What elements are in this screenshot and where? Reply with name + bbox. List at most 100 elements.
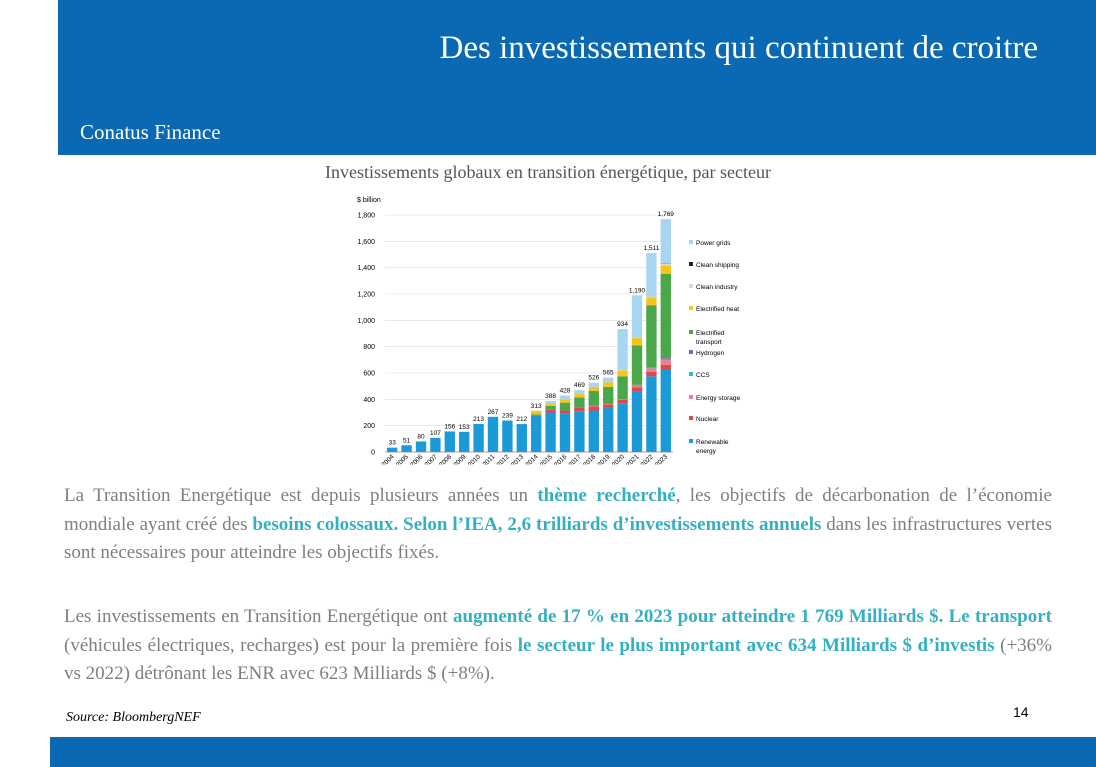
page-number: 14	[1013, 704, 1029, 720]
y-axis-unit-label: $ billion	[357, 197, 381, 204]
paragraph-text: , les objectifs de décarbonation de l’éc…	[64, 485, 1052, 535]
bar-segment-renewable-energy	[588, 410, 599, 452]
x-tick-label: 2004	[380, 453, 395, 465]
bar-segment-electrified-heat	[531, 410, 542, 415]
bar-segment-nuclear	[660, 364, 671, 370]
x-tick-label: 2014	[524, 453, 539, 465]
bar-segment-power-grids	[574, 390, 585, 395]
x-tick-label: 2020	[611, 453, 626, 465]
bar-segment-electrified-heat	[631, 338, 643, 346]
bar-total-label: 107	[430, 430, 441, 437]
bar-total-label: 428	[560, 388, 571, 395]
bar-segment-nuclear	[574, 407, 585, 412]
bar-total-label: 469	[574, 382, 585, 389]
bar-segment-power-grids	[631, 295, 643, 338]
slide-subtitle: Conatus Finance	[80, 120, 221, 144]
bar-segment-renewable-energy	[531, 415, 542, 452]
bar-total-label: 267	[488, 409, 499, 416]
bar-segment-renewable-energy	[603, 407, 614, 452]
bar-segment-power-grids	[603, 377, 614, 383]
highlighted-text: thème recherché	[537, 485, 676, 506]
bar-segment-nuclear	[559, 410, 571, 414]
y-tick-label: 600	[363, 371, 375, 378]
y-tick-label: 1,800	[357, 213, 375, 220]
highlighted-text: augmenté de 17 % en 2023 pour atteindre …	[452, 606, 1052, 627]
bar-segment-electrified-transport	[660, 273, 671, 358]
bar-segment-power-grids	[559, 395, 571, 400]
bar-segment-power-grids	[588, 382, 599, 387]
legend-label: Clean shipping	[696, 262, 739, 269]
bar-segment-clean-industry	[631, 337, 643, 339]
bar-segment-electrified-heat	[603, 382, 614, 387]
bar-segment-renewable-energy	[444, 431, 455, 452]
y-tick-label: 400	[363, 397, 375, 404]
body-paragraph-1: La Transition Energétique est depuis plu…	[64, 482, 1052, 568]
bar-segment-energy-storage	[617, 399, 628, 400]
legend-label: Electrified heat	[696, 306, 739, 313]
x-tick-label: 2016	[553, 453, 568, 465]
bar-segment-power-grids	[617, 329, 628, 370]
footer-band	[50, 737, 1096, 767]
y-tick-label: 200	[363, 423, 375, 430]
bar-total-label: 239	[502, 413, 513, 420]
bar-segment-electrified-transport	[574, 397, 585, 408]
bar-segment-renewable-energy	[617, 403, 628, 452]
x-tick-label: 2019	[596, 453, 611, 465]
x-tick-label: 2015	[539, 453, 554, 465]
bar-segment-electrified-transport	[545, 405, 556, 410]
bar-segment-renewable-energy	[660, 369, 671, 452]
bar-segment-nuclear	[603, 404, 614, 408]
bar-segment-ccs	[660, 358, 671, 361]
x-tick-label: 2010	[467, 453, 482, 465]
bar-segment-renewable-energy	[487, 416, 499, 452]
highlighted-text: le secteur le plus important avec 634 Mi…	[517, 634, 995, 656]
x-tick-label: 2005	[395, 453, 410, 465]
bar-segment-electrified-transport	[588, 390, 599, 406]
bar-segment-renewable-energy	[574, 411, 585, 452]
y-tick-label: 1,600	[357, 239, 375, 246]
legend-label: Power grids	[696, 240, 731, 247]
bar-total-label: 156	[444, 423, 455, 430]
bar-segment-power-grids	[646, 253, 657, 297]
x-tick-label: 2023	[654, 453, 669, 465]
legend-swatch	[689, 262, 693, 266]
legend-label: Nuclear	[696, 416, 719, 423]
bar-segment-nuclear	[588, 406, 599, 411]
bar-segment-renewable-energy	[430, 437, 441, 452]
bar-total-label: 565	[603, 370, 614, 377]
legend-swatch	[689, 240, 693, 244]
x-tick-label: 2007	[424, 453, 439, 465]
x-tick-label: 2006	[409, 453, 424, 465]
bar-segment-renewable-energy	[559, 413, 571, 452]
bar-segment-renewable-energy	[516, 424, 527, 452]
legend-label: Hydrogen	[696, 350, 725, 357]
bar-total-label: 313	[531, 403, 542, 410]
bar-total-label: 934	[617, 321, 628, 328]
bar-segment-nuclear	[545, 409, 556, 413]
bar-segment-hydrogen	[660, 357, 671, 359]
x-tick-label: 2012	[496, 453, 511, 465]
x-tick-label: 2009	[452, 453, 467, 465]
legend-swatch	[689, 372, 693, 376]
legend-label: Electrified transport	[696, 330, 725, 346]
bar-segment-power-grids	[660, 219, 671, 264]
legend-swatch	[689, 330, 693, 334]
bar-segment-renewable-energy	[415, 441, 427, 452]
bar-total-label: 213	[473, 416, 484, 423]
paragraph-text: La Transition Energétique est depuis plu…	[64, 485, 538, 506]
bar-segment-renewable-energy	[502, 420, 513, 452]
x-tick-label: 2018	[582, 453, 597, 465]
stacked-bar-chart: $ billion 0 200 400 600 800 1,000 1,200 1,400 1,6…	[357, 197, 740, 465]
legend-swatch	[689, 284, 693, 288]
bar-segment-renewable-energy	[646, 376, 657, 452]
legend-label: CCS	[696, 372, 710, 379]
legend-label: Renewable energy	[696, 439, 729, 455]
bar-segment-electrified-transport	[531, 414, 542, 416]
bar-segment-electrified-heat	[588, 386, 599, 391]
bar-segment-electrified-transport	[603, 386, 614, 404]
bar-segment-electrified-transport	[617, 376, 628, 400]
bar-total-label: 51	[403, 437, 411, 444]
bar-segment-electrified-transport	[646, 305, 657, 368]
y-tick-label: 0	[371, 450, 375, 457]
bar-segment-energy-storage	[603, 403, 614, 405]
